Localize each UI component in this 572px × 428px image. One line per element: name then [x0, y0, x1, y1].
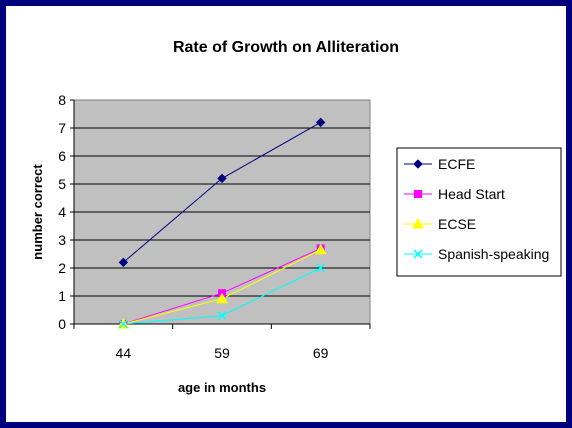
- data-point: [314, 243, 327, 255]
- legend-marker: [413, 249, 423, 259]
- x-axis-title: age in months: [178, 380, 266, 395]
- y-axis-title: number correct: [30, 164, 45, 260]
- legend-label: ECFE: [438, 156, 475, 172]
- legend-box: [396, 147, 562, 277]
- legend-label: Head Start: [438, 186, 505, 202]
- legend-label: Spanish-speaking: [438, 246, 549, 262]
- y-tick-label: 2: [58, 260, 66, 276]
- y-tick-label: 7: [58, 120, 66, 136]
- data-point: [216, 292, 228, 304]
- x-tick-label: 44: [116, 345, 132, 361]
- legend-items: ECFE Head Start ECSE Spanish-speaking: [404, 156, 549, 262]
- legend-marker: [412, 217, 424, 229]
- series-markers: [117, 117, 327, 329]
- data-point: [118, 319, 128, 329]
- y-tick-label: 5: [58, 176, 66, 192]
- plot-area: 0 1 2 3 4 5 6 7 8 44 59 69: [58, 92, 371, 361]
- y-tick-label: 4: [58, 204, 66, 220]
- x-tick-label: 59: [214, 345, 230, 361]
- y-tick-label: 1: [58, 288, 66, 304]
- legend-label: ECSE: [438, 216, 476, 232]
- data-point: [217, 173, 227, 184]
- x-axis-ticks: 44 59 69: [73, 324, 371, 361]
- legend-marker: [414, 190, 422, 198]
- data-point: [316, 263, 326, 273]
- chart-title: Rate of Growth on Alliteration: [173, 39, 399, 56]
- legend-marker: [413, 159, 423, 169]
- data-point: [217, 311, 227, 321]
- y-tick-label: 6: [58, 148, 66, 164]
- data-point: [118, 257, 129, 268]
- x-tick-label: 69: [313, 345, 329, 361]
- y-tick-label: 3: [58, 232, 66, 248]
- gridlines: [74, 127, 370, 297]
- data-point: [315, 117, 326, 128]
- legend: ECFE Head Start ECSE Spanish-speaking: [396, 147, 562, 277]
- y-tick-label: 0: [58, 316, 66, 332]
- y-tick-label: 8: [58, 92, 66, 108]
